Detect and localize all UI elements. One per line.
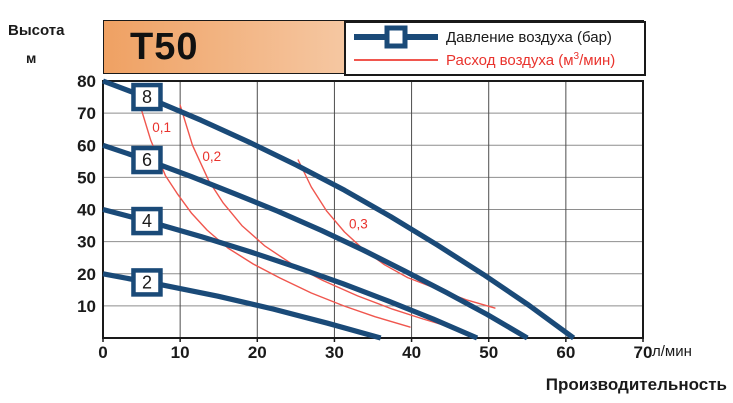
flow-curve xyxy=(139,104,411,328)
pressure-marker-label: 8 xyxy=(142,87,152,107)
legend-row-flow: Расход воздуха (м3/мин) xyxy=(354,49,636,71)
flow-line-sample-icon xyxy=(354,49,438,71)
flow-curve xyxy=(179,104,454,329)
y-tick-label: 60 xyxy=(77,136,96,155)
model-title: T50 xyxy=(130,25,199,68)
pressure-curve xyxy=(102,142,529,341)
flow-curve-label: 0,1 xyxy=(152,120,171,135)
pressure-line-sample-icon xyxy=(354,25,438,49)
pressure-marker xyxy=(131,82,163,112)
legend-pressure-label: Давление воздуха (бар) xyxy=(446,28,612,46)
pressure-marker xyxy=(131,268,163,297)
y-axis-title: Высота xyxy=(8,22,65,39)
legend-row-pressure: Давление воздуха (бар) xyxy=(354,25,636,49)
y-tick-label: 10 xyxy=(77,297,96,316)
pressure-curve xyxy=(102,206,479,341)
y-tick-label: 40 xyxy=(77,201,96,220)
x-tick-label: 60 xyxy=(556,343,575,362)
pressure-marker xyxy=(131,145,163,175)
pressure-square-marker-icon xyxy=(384,25,408,49)
y-tick-label: 70 xyxy=(77,104,96,123)
y-tick-label: 80 xyxy=(77,72,96,91)
flow-curve-label: 0,2 xyxy=(202,149,221,164)
x-tick-label: 10 xyxy=(171,343,190,362)
x-axis-title: Производительность xyxy=(545,375,727,394)
x-tick-label: 30 xyxy=(325,343,344,362)
flow-curve-label: 0,3 xyxy=(349,216,368,231)
x-tick-label: 70 xyxy=(634,343,653,362)
pressure-marker-label: 6 xyxy=(142,150,152,170)
x-axis-units: л/мин xyxy=(652,343,692,360)
legend-box: Давление воздуха (бар) Расход воздуха (м… xyxy=(344,21,646,76)
pressure-marker-label: 2 xyxy=(142,272,152,292)
flow-line-icon xyxy=(354,59,438,61)
y-tick-label: 20 xyxy=(77,265,96,284)
x-tick-label: 20 xyxy=(248,343,267,362)
y-tick-label: 50 xyxy=(77,168,96,187)
pressure-marker xyxy=(131,206,163,236)
legend-flow-label: Расход воздуха (м3/мин) xyxy=(446,51,616,69)
y-tick-label: 30 xyxy=(77,233,96,252)
y-axis-units: м xyxy=(26,50,37,66)
x-tick-label: 0 xyxy=(98,343,107,362)
x-tick-label: 50 xyxy=(479,343,498,362)
pressure-marker-label: 4 xyxy=(142,211,152,231)
x-tick-label: 40 xyxy=(402,343,421,362)
pressure-curve xyxy=(102,78,576,341)
